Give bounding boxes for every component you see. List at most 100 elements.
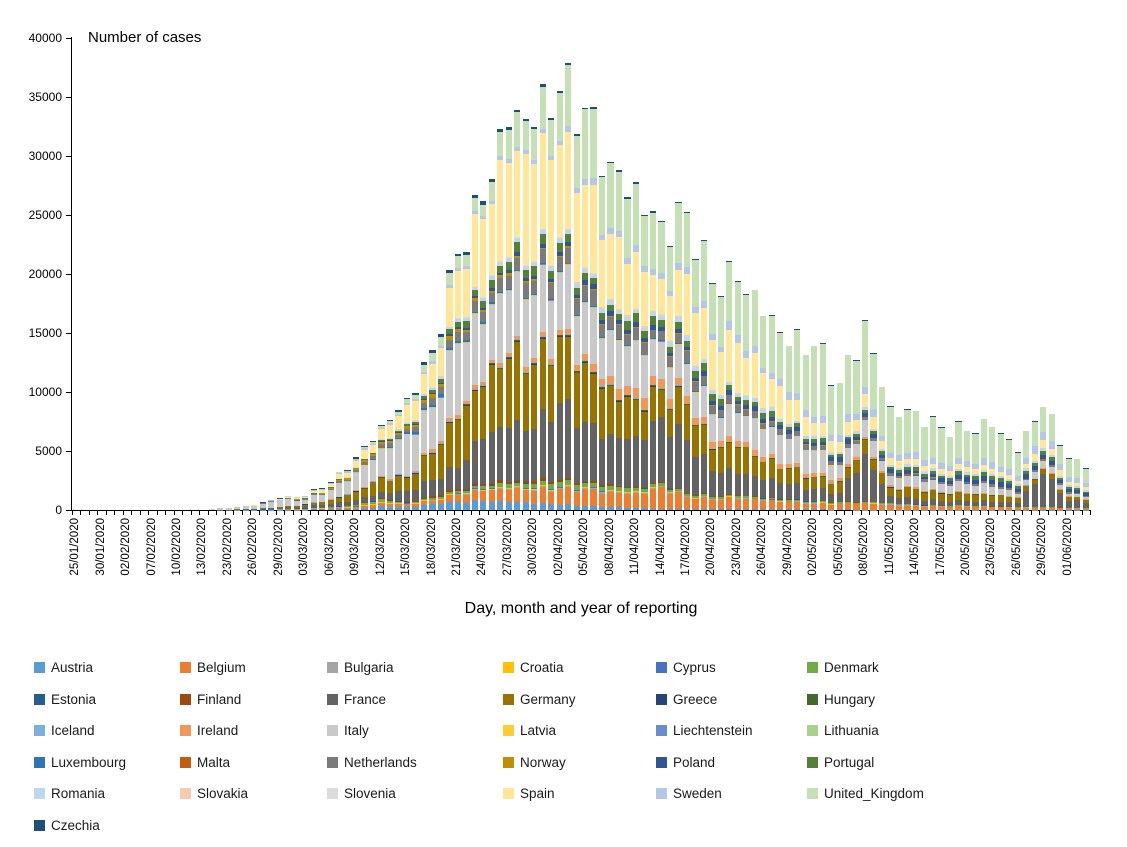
bar-segment-Spain: [726, 329, 733, 382]
x-tick: [648, 511, 650, 515]
legend-item-Netherlands: Netherlands: [327, 755, 503, 770]
bar-segment-Romania: [598, 308, 606, 314]
bar-segment-Luxembourg: [497, 292, 504, 294]
y-tick-label: 0: [55, 503, 62, 517]
bar-segment-France: [582, 421, 589, 481]
bar-segment-Belgium: [556, 489, 563, 505]
bar-segment-Norway: [412, 424, 419, 428]
bar: [785, 345, 792, 510]
bar-segment-Romania: [836, 452, 843, 455]
bar-segment-Austria: [836, 509, 843, 510]
bar-segment-Ireland: [760, 456, 767, 462]
bar: [488, 178, 495, 510]
bar-segment-Austria: [777, 509, 784, 510]
legend-label: Poland: [673, 754, 716, 770]
bar-segment-Belgium: [709, 499, 716, 510]
bar-segment-United_Kingdom: [828, 385, 835, 435]
bar-segment-Czechia: [641, 214, 648, 217]
bar-segment-Romania: [861, 407, 869, 410]
x-tick: [920, 511, 922, 515]
bar-segment-Italy: [285, 498, 292, 506]
bar-segment-Finland: [488, 483, 495, 486]
bar-segment-Bulgaria: [700, 496, 708, 498]
bar-segment-Slovakia: [683, 335, 691, 337]
bar-segment-Germany: [590, 373, 597, 423]
bar-segment-Spain: [565, 131, 572, 229]
bar-segment-Lithuania: [531, 295, 538, 297]
bar-segment-Bulgaria: [666, 492, 674, 494]
legend-swatch-icon: [503, 788, 514, 800]
bar-segment-Germany: [522, 374, 529, 432]
bar-segment-Norway: [675, 333, 682, 334]
bar-segment-Portugal: [692, 371, 699, 378]
bar-segment-Romania: [709, 390, 716, 394]
legend-label: Luxembourg: [51, 754, 127, 770]
bar-segment-Italy: [514, 272, 521, 337]
bar-segment-Bulgaria: [582, 488, 589, 490]
x-tick: [665, 511, 667, 515]
bar-segment-Germany: [980, 493, 987, 501]
bar-segment-Czechia: [692, 259, 699, 261]
bar-segment-Denmark: [768, 498, 775, 500]
bar-segment-Germany: [573, 373, 580, 429]
bar-segment-United_Kingdom: [1048, 414, 1055, 441]
bar-segment-Spain: [556, 145, 563, 238]
bar-segment-Romania: [632, 309, 640, 314]
legend-swatch-icon: [180, 693, 191, 705]
bar-segment-Greece: [488, 364, 495, 365]
bar-segment-Bulgaria: [480, 490, 487, 492]
bar-segment-Belgium: [454, 494, 462, 502]
bar-segment-Romania: [751, 398, 758, 402]
bar-segment-Belgium: [641, 493, 648, 509]
bar-segment-Denmark: [497, 483, 504, 487]
bar-segment-Belgium: [743, 498, 750, 510]
bar-segment-Spain: [929, 463, 937, 469]
bar-segment-France: [598, 439, 606, 486]
bar-segment-Spain: [734, 343, 741, 393]
bar-segment-Spain: [1023, 464, 1030, 469]
bar-segment-France: [293, 507, 300, 509]
bar-segment-Hungary: [497, 367, 504, 369]
bar-segment-Netherlands: [802, 444, 809, 450]
bar-segment-Bulgaria: [921, 506, 928, 507]
bar-segment-France: [904, 497, 911, 504]
bar-segment-United_Kingdom: [420, 364, 428, 373]
bar-segment-Sweden: [488, 201, 495, 205]
bar-segment-Italy: [1006, 490, 1013, 497]
bar-segment-France: [844, 478, 852, 502]
bar-segment-Spain: [335, 474, 343, 480]
bar-segment-Portugal: [556, 243, 563, 253]
bar-segment-France: [836, 492, 843, 502]
bar-segment-Belgium: [548, 491, 555, 505]
bar-segment-Germany: [319, 502, 326, 506]
bar-segment-Denmark: [785, 500, 792, 502]
bar-segment-Portugal: [828, 454, 835, 458]
bar-segment-Luxembourg: [386, 447, 394, 449]
bar-segment-Netherlands: [743, 409, 750, 416]
bar-segment-Croatia: [437, 499, 445, 500]
bar-segment-Belgium: [590, 489, 597, 506]
bar-segment-Luxembourg: [522, 298, 529, 300]
bar-segment-Greece: [531, 363, 538, 365]
bar-segment-Iceland: [548, 363, 555, 365]
bar-segment-France: [743, 474, 750, 496]
bar-segment-Finland: [734, 494, 741, 496]
bar-segment-Iceland: [454, 418, 462, 420]
bar-segment-Sweden: [692, 307, 699, 313]
bar-segment-Netherlands: [505, 275, 512, 289]
bar-segment-Italy: [582, 303, 589, 355]
bar-segment-Spain: [666, 296, 674, 341]
bar-segment-Croatia: [598, 491, 606, 493]
x-tick: [470, 511, 472, 515]
bar-segment-Sweden: [1082, 483, 1089, 487]
x-tick: [877, 511, 879, 515]
bar-segment-Ireland: [607, 375, 614, 384]
bar-segment-Portugal: [777, 421, 784, 426]
bar-segment-Czechia: [632, 182, 640, 185]
bar-segment-United_Kingdom: [522, 121, 529, 150]
x-tick: [360, 511, 362, 515]
bar-segment-Spain: [268, 500, 275, 502]
bar-segment-Germany: [361, 488, 368, 498]
bar-segment-Belgium: [1023, 507, 1030, 510]
bar-segment-Denmark: [488, 485, 495, 489]
